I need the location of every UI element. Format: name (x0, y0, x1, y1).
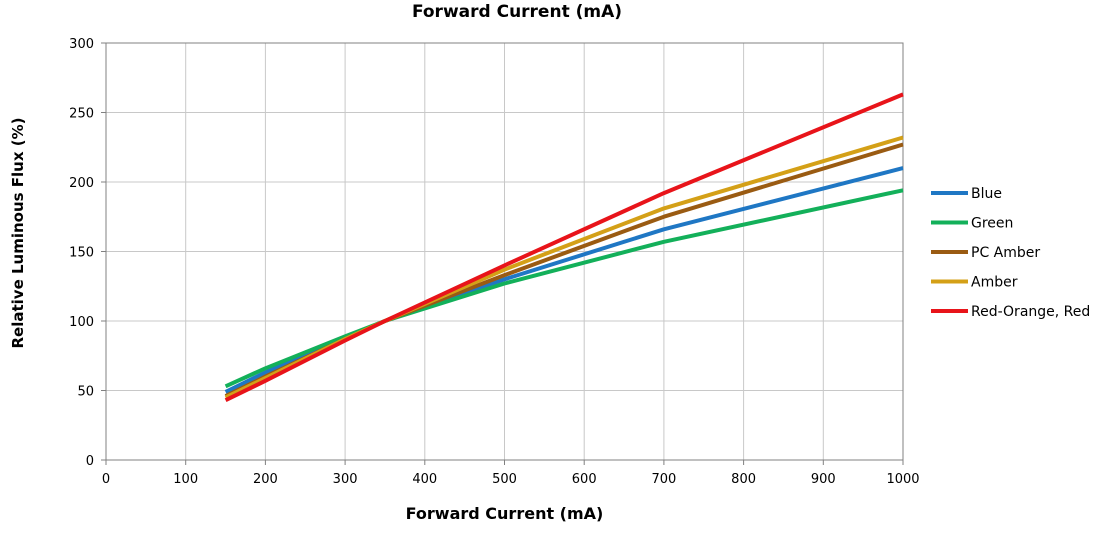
legend-label-blue: Blue (971, 186, 1002, 202)
x-tick-label: 800 (731, 472, 756, 487)
y-tick-label: 150 (69, 246, 94, 261)
x-tick-label: 900 (811, 472, 836, 487)
chart-title: Forward Current (mA) (411, 2, 623, 22)
x-tick-label: 1000 (886, 472, 919, 487)
x-tick-label: 600 (572, 472, 597, 487)
x-tick-label: 200 (253, 472, 278, 487)
x-tick-label: 0 (102, 472, 110, 487)
x-tick-label: 400 (412, 472, 437, 487)
y-tick-label: 250 (69, 107, 94, 122)
x-tick-label: 700 (651, 472, 676, 487)
y-tick-label: 50 (77, 385, 94, 400)
x-axis-label: Forward Current (mA) (405, 504, 604, 523)
series-line-blue (224, 166, 904, 394)
y-tick-label: 300 (69, 37, 94, 52)
x-tick-label: 500 (492, 472, 517, 487)
series-line-green (224, 188, 904, 389)
y-tick-label: 200 (69, 176, 94, 191)
legend-label-red-orange-red: Red-Orange, Red (971, 304, 1090, 320)
legend-label-green: Green (971, 216, 1013, 232)
grid (105, 42, 904, 461)
legend-label-pc-amber: PC Amber (971, 245, 1040, 261)
y-tick-label: 100 (69, 315, 94, 330)
legend-label-amber: Amber (971, 275, 1018, 291)
axis-ticks: 0 100 200 300 400 500 600 700 800 900 1000 0 50 100 15… (69, 37, 919, 487)
x-tick-label: 300 (333, 472, 358, 487)
x-tick-label: 100 (173, 472, 198, 487)
legend: Blue Green PC Amber Amber Red-Orange, Red (931, 186, 1090, 320)
series-line-red-orange-red (224, 92, 904, 402)
y-tick-label: 0 (86, 454, 94, 469)
series-lines (224, 92, 904, 402)
